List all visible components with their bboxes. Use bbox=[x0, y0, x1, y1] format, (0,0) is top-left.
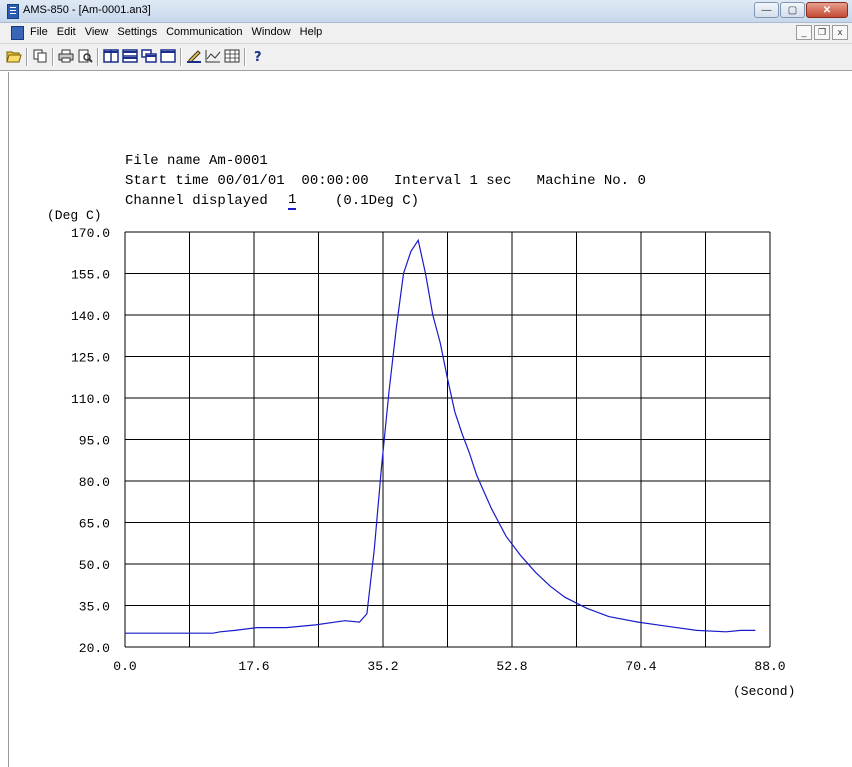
toolbar: ? bbox=[0, 44, 852, 71]
menu-window[interactable]: Window bbox=[251, 26, 291, 38]
x-axis-unit: (Second) bbox=[733, 684, 796, 699]
channel-input[interactable]: 1 bbox=[288, 192, 297, 210]
single-window-icon[interactable] bbox=[160, 49, 176, 63]
print-preview-icon[interactable] bbox=[77, 49, 93, 63]
close-button[interactable]: ✕ bbox=[806, 2, 848, 18]
print-icon[interactable] bbox=[58, 49, 74, 63]
pen-icon[interactable] bbox=[186, 49, 202, 63]
window-controls: — ▢ ✕ bbox=[753, 2, 848, 19]
tile-horizontal-icon[interactable] bbox=[122, 49, 138, 63]
toolbar-separator bbox=[180, 48, 182, 66]
mdi-close-button[interactable]: x bbox=[832, 25, 848, 40]
menu-items: File Edit View Settings Communication Wi… bbox=[30, 26, 331, 38]
channel-unit: (0.1Deg C) bbox=[335, 193, 420, 209]
svg-text:?: ? bbox=[254, 50, 262, 63]
open-folder-icon[interactable] bbox=[6, 49, 22, 63]
toolbar-separator bbox=[97, 48, 99, 66]
toolbar-separator bbox=[26, 48, 28, 66]
app-icon bbox=[7, 4, 19, 19]
title-bar[interactable]: AMS-850 - [Am-0001.an3] — ▢ ✕ bbox=[0, 0, 852, 23]
menu-settings[interactable]: Settings bbox=[117, 26, 158, 38]
copy-icon[interactable] bbox=[32, 49, 48, 63]
maximize-button[interactable]: ▢ bbox=[780, 2, 805, 18]
mdi-minimize-button[interactable]: _ bbox=[796, 25, 812, 40]
cascade-icon[interactable] bbox=[141, 49, 157, 63]
menu-edit[interactable]: Edit bbox=[56, 26, 76, 38]
menu-help[interactable]: Help bbox=[299, 26, 323, 38]
help-icon[interactable]: ? bbox=[250, 49, 266, 63]
mdi-controls: _ ❐ x bbox=[794, 25, 848, 40]
menu-view[interactable]: View bbox=[84, 26, 109, 38]
menu-file[interactable]: File bbox=[30, 26, 48, 38]
file-name-line: File name Am-0001 bbox=[125, 153, 268, 169]
menu-bar: File Edit View Settings Communication Wi… bbox=[0, 23, 852, 44]
document-icon[interactable] bbox=[11, 26, 24, 40]
window-title: AMS-850 - [Am-0001.an3] bbox=[23, 4, 151, 16]
toolbar-separator bbox=[52, 48, 54, 66]
tile-vertical-icon[interactable] bbox=[103, 49, 119, 63]
toolbar-separator bbox=[244, 48, 246, 66]
mdi-restore-button[interactable]: ❐ bbox=[814, 25, 830, 40]
menu-communication[interactable]: Communication bbox=[166, 26, 243, 38]
channel-label: Channel displayed bbox=[125, 193, 268, 209]
table-icon[interactable] bbox=[224, 49, 240, 63]
y-axis-unit: (Deg C) bbox=[47, 208, 102, 223]
start-time-line: Start time 00/01/01 00:00:00 Interval 1 … bbox=[125, 173, 646, 189]
minimize-button[interactable]: — bbox=[754, 2, 779, 18]
graph-icon[interactable] bbox=[205, 49, 221, 63]
